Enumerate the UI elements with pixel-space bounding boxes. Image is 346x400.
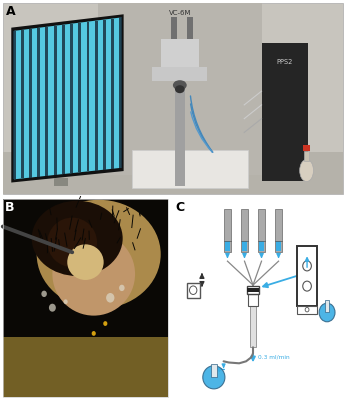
Bar [161,39,199,67]
Polygon shape [86,22,90,171]
Circle shape [303,261,311,271]
Bar [247,288,258,292]
Circle shape [42,291,47,297]
Bar [297,306,317,314]
Bar [173,199,343,397]
Bar [275,209,282,252]
Bar [3,152,343,194]
Polygon shape [29,29,32,178]
Polygon shape [119,18,122,168]
Circle shape [190,286,197,294]
Bar [171,17,177,39]
Bar [3,199,168,397]
Ellipse shape [300,160,313,182]
Bar [3,199,168,397]
Bar [259,241,264,251]
Ellipse shape [175,85,185,93]
Bar [241,209,248,252]
Text: A: A [6,5,15,18]
Text: B: B [5,201,14,214]
Circle shape [64,299,68,304]
Circle shape [103,321,107,326]
Circle shape [303,281,311,291]
Text: C: C [175,201,184,214]
Ellipse shape [47,218,97,267]
Text: VC-6M: VC-6M [169,10,191,16]
Bar [247,286,258,294]
Polygon shape [21,30,24,178]
Bar [262,43,308,181]
Ellipse shape [37,200,161,309]
Bar [276,241,281,251]
Polygon shape [12,31,16,179]
Bar [325,300,329,312]
Circle shape [92,331,96,336]
Ellipse shape [32,201,123,276]
Ellipse shape [52,232,135,316]
Ellipse shape [67,244,104,280]
Bar [152,67,208,81]
Polygon shape [95,20,98,170]
Bar [251,306,256,347]
Bar [3,338,168,397]
Polygon shape [111,18,114,169]
Polygon shape [78,23,81,172]
Bar [248,294,258,306]
Circle shape [305,308,309,312]
Circle shape [106,293,115,302]
Polygon shape [62,25,65,174]
Polygon shape [11,14,124,182]
Text: 0.3 ml/min: 0.3 ml/min [258,355,290,360]
Bar [225,241,230,251]
Bar [303,145,310,151]
Ellipse shape [319,303,335,322]
Bar [187,17,193,39]
Bar [304,150,309,160]
Polygon shape [54,26,57,175]
Circle shape [49,304,56,312]
Bar [3,3,343,194]
Bar [186,282,200,298]
Bar [242,241,247,251]
Bar [224,209,231,252]
Bar [258,209,265,252]
Bar [98,3,262,175]
Bar [297,246,317,306]
Polygon shape [70,24,73,173]
Polygon shape [37,28,40,177]
Bar [54,178,68,186]
Polygon shape [45,27,48,176]
Text: PPS2: PPS2 [277,59,293,65]
Ellipse shape [203,366,225,389]
Bar [211,364,217,377]
Bar [132,150,248,188]
Circle shape [119,285,125,291]
Polygon shape [14,18,121,179]
Bar [175,56,185,186]
Ellipse shape [173,80,187,90]
Polygon shape [103,20,106,170]
